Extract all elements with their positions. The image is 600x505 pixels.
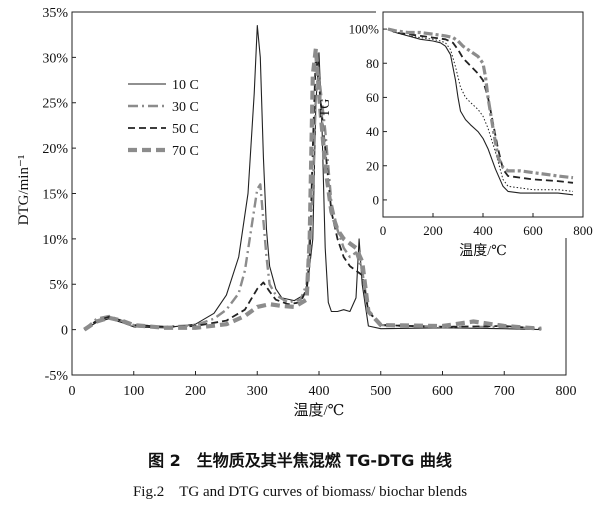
dtg-y-axis-label: DTG/min⁻¹ xyxy=(16,155,32,226)
tg-dtg-figure: 0 100 200 300 400 500 600 700 800-5%05%10%15%20%… xyxy=(16,6,593,419)
tg-y-tick-label: 40 xyxy=(366,124,379,139)
tg-y-tick-label: 80 xyxy=(366,56,379,71)
tg-x-tick-label: 0 xyxy=(380,223,387,238)
legend-label-4: 70 C xyxy=(172,144,199,159)
figure-caption-chinese: 图 2 生物质及其半焦混燃 TG-DTG 曲线 xyxy=(148,451,452,470)
dtg-x-tick-label: 600 xyxy=(432,384,453,399)
dtg-x-tick-label: 300 xyxy=(247,384,268,399)
dtg-y-tick-label: 25% xyxy=(42,97,68,112)
legend-label-3: 50 C xyxy=(172,122,199,137)
tg-y-tick-label: 0 xyxy=(373,192,380,207)
dtg-y-tick-label: 30% xyxy=(42,51,68,66)
dtg-series-line-4 xyxy=(83,46,542,332)
dtg-main-chart: 0 100 200 300 400 500 600 700 800-5%05%10%15%20%… xyxy=(16,6,577,419)
tg-y-tick-label: 100% xyxy=(349,22,380,37)
tg-x-tick-label: 600 xyxy=(523,223,543,238)
dtg-x-tick-label: 200 xyxy=(185,384,206,399)
tg-x-axis-label: 温度/℃ xyxy=(459,243,507,259)
tg-series-line-3 xyxy=(387,28,574,184)
tg-series-line-1 xyxy=(387,28,574,196)
dtg-y-tick-label: 5% xyxy=(49,278,68,293)
dtg-x-tick-label: 100 xyxy=(123,384,144,399)
tg-y-tick-label: 20 xyxy=(366,158,379,173)
dtg-y-tick-label: 15% xyxy=(42,187,68,202)
tg-series-line-2 xyxy=(387,28,574,192)
tg-y-tick-label: 60 xyxy=(366,90,379,105)
figure-caption-english: Fig.2 TG and DTG curves of biomass/ bioc… xyxy=(132,484,468,500)
dtg-x-axis-label: 温度/℃ xyxy=(294,402,345,419)
dtg-y-tick-label: -5% xyxy=(45,369,69,384)
dtg-legend: 10 C 30 C 50 C 70 C xyxy=(128,78,199,159)
dtg-x-tick-label: 0 xyxy=(69,384,76,399)
tg-series-line-4 xyxy=(387,27,574,180)
legend-label-1: 10 C xyxy=(172,78,199,93)
tg-y-axis-label: TG xyxy=(318,99,333,118)
dtg-y-tick-label: 35% xyxy=(42,6,68,21)
tg-inset-background xyxy=(376,8,586,238)
dtg-y-tick-label: 10% xyxy=(42,233,68,248)
legend-label-2: 30 C xyxy=(172,100,199,115)
tg-x-tick-label: 400 xyxy=(473,223,493,238)
tg-inset-chart: 0 200 400 600 800 0 20 40 60 80 100% 温度/℃ TG xyxy=(318,8,593,259)
dtg-x-tick-label: 400 xyxy=(309,384,330,399)
dtg-x-tick-label: 700 xyxy=(494,384,515,399)
tg-x-tick-label: 200 xyxy=(423,223,443,238)
dtg-x-tick-label: 500 xyxy=(370,384,391,399)
dtg-y-tick-label: 0 xyxy=(61,324,68,339)
tg-x-tick-label: 800 xyxy=(573,223,593,238)
dtg-y-tick-label: 20% xyxy=(42,142,68,157)
dtg-x-tick-label: 800 xyxy=(556,384,577,399)
dtg-series-line-2 xyxy=(83,74,542,331)
